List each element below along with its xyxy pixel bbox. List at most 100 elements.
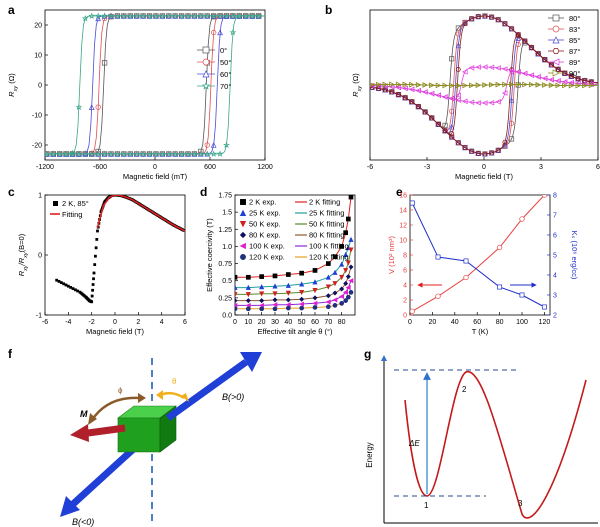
chart-a-point (81, 15, 89, 22)
chart-b-point (535, 51, 541, 57)
chart-d-point (272, 302, 278, 308)
chart-d-legend-label: 2 K exp. (249, 198, 277, 207)
chart-a-xtick-label: -600 (93, 164, 107, 171)
chart-b-xlabel: Magnetic field (T) (455, 172, 513, 181)
chart-b-xtick-label: -6 (367, 164, 373, 171)
chart-b-point (415, 82, 422, 88)
chart-d-xtick-label: 10 (244, 319, 252, 326)
chart-d-point (312, 300, 318, 306)
delta-e-label: ΔE (408, 439, 420, 448)
chart-b-point (395, 92, 402, 97)
theta-arrow-left (156, 390, 163, 400)
chart-b-legend-marker (552, 25, 560, 33)
chart-c-point (93, 263, 97, 266)
chart-a-point (210, 141, 217, 148)
chart-b-point (508, 67, 515, 74)
chart-a-legend-label: 50° (220, 58, 231, 67)
chart-b-point (568, 79, 574, 86)
chart-b-point (562, 82, 568, 89)
chart-b-point (521, 70, 528, 77)
chart-e-ylabel-left: V (10² nm³) (387, 236, 396, 274)
chart-a-point (101, 60, 108, 66)
chart-a-ylabel-unit: (Ω) (7, 73, 16, 86)
chart-a-point (152, 12, 160, 19)
chart-b-point (422, 89, 428, 95)
chart-d-legend-fit-label: 80 K fitting (309, 231, 344, 240)
chart-b-point (475, 14, 481, 19)
chart-b-point (535, 74, 541, 80)
chart-a-point (101, 12, 109, 19)
chart-b-ylabel-sub: xy (357, 85, 363, 93)
chart-d-point (343, 230, 349, 236)
chart-c-legend-label-data: 2 K, 85° (62, 199, 89, 208)
chart-d-point (345, 294, 351, 300)
chart-c-fit-line (96, 195, 185, 232)
chart-e-ytick-right-label: 8 (553, 193, 557, 200)
chart-b-point (449, 131, 455, 136)
chart-a-point (216, 150, 224, 157)
panel-label-e: e (396, 185, 403, 199)
chart-a-legend-label: 70° (220, 82, 231, 91)
chart-b-xtick-label: 3 (539, 164, 543, 171)
chart-d-point (285, 272, 291, 277)
chart-d-point (259, 291, 265, 297)
chart-b-point (528, 81, 535, 88)
chart-b-legend-marker (552, 69, 560, 77)
chart-b-point (582, 82, 588, 89)
chart-b-series-line (370, 15, 598, 133)
chart-a-series-line (45, 15, 265, 155)
chart-b-point (468, 16, 475, 22)
chart-b-point (462, 145, 468, 150)
chart-b-ylabel: Rxy (Ω) (351, 73, 363, 97)
chart-b-point (422, 82, 429, 88)
chart-b-point (435, 122, 442, 127)
chart-e-series-v-point (463, 274, 469, 281)
chart-e-ytick-right-label: 7 (553, 213, 557, 220)
chart-c-ytick-label: 1 (38, 193, 42, 200)
diagram-g: Energy ΔE 1 2 3 (365, 355, 598, 524)
chart-a-point (126, 150, 134, 157)
chart-b-ylabel-unit: (Ω) (351, 73, 360, 86)
phi-arrow-left (88, 413, 97, 425)
chart-d-legend-fit-label: 120 K fitting (309, 253, 349, 262)
chart-a-point (165, 150, 173, 157)
chart-b-point (455, 97, 461, 103)
chart-d-point (272, 306, 278, 312)
chart-a-ytick-label: -20 (32, 143, 42, 150)
diagram-f: M ϕ θ B(>0) B(<0) (60, 352, 262, 527)
moment-arrow-head (70, 424, 89, 442)
chart-d-point (339, 261, 345, 267)
chart-a-point (190, 150, 198, 157)
chart-b-point (389, 89, 395, 95)
chart-b-point (488, 99, 495, 106)
chart-d-point (235, 298, 238, 304)
chart-b-point (409, 99, 415, 105)
chart-b-point (469, 82, 475, 89)
chart-b-point (455, 140, 461, 146)
chart-e-series-k-point (435, 254, 441, 260)
chart-e-ytick-right-label: 3 (553, 293, 557, 300)
point-label-1: 1 (424, 501, 429, 510)
chart-c-ytick-label: 0 (38, 253, 42, 260)
chart-d-ytick-label: 0.75 (218, 261, 232, 268)
chart-c-point (59, 281, 63, 284)
chart-a-point (211, 29, 217, 36)
chart-d-legend-marker (239, 231, 247, 239)
chart-b-point (455, 31, 461, 37)
chart-b-point (495, 65, 501, 71)
chart-d-point (245, 292, 251, 298)
chart-c-ylabel-part: xy (23, 251, 29, 259)
panel-label-c: c (8, 185, 15, 199)
chart-d-point (343, 280, 349, 286)
chart-d-legend-label: 120 K exp. (249, 253, 285, 262)
chart-b-point (408, 86, 415, 93)
theta-label: θ (172, 377, 177, 386)
chart-b-point (449, 56, 455, 62)
chart-b-ylabel-main: R (351, 91, 360, 97)
chart-c-xtick-label: 4 (160, 319, 164, 326)
chart-b-point (455, 82, 462, 89)
field-arrow-positive-shaft (165, 359, 249, 421)
chart-c-xtick-label: -4 (65, 319, 71, 326)
chart-b-legend-marker (552, 14, 560, 22)
phi-arc (90, 396, 141, 421)
